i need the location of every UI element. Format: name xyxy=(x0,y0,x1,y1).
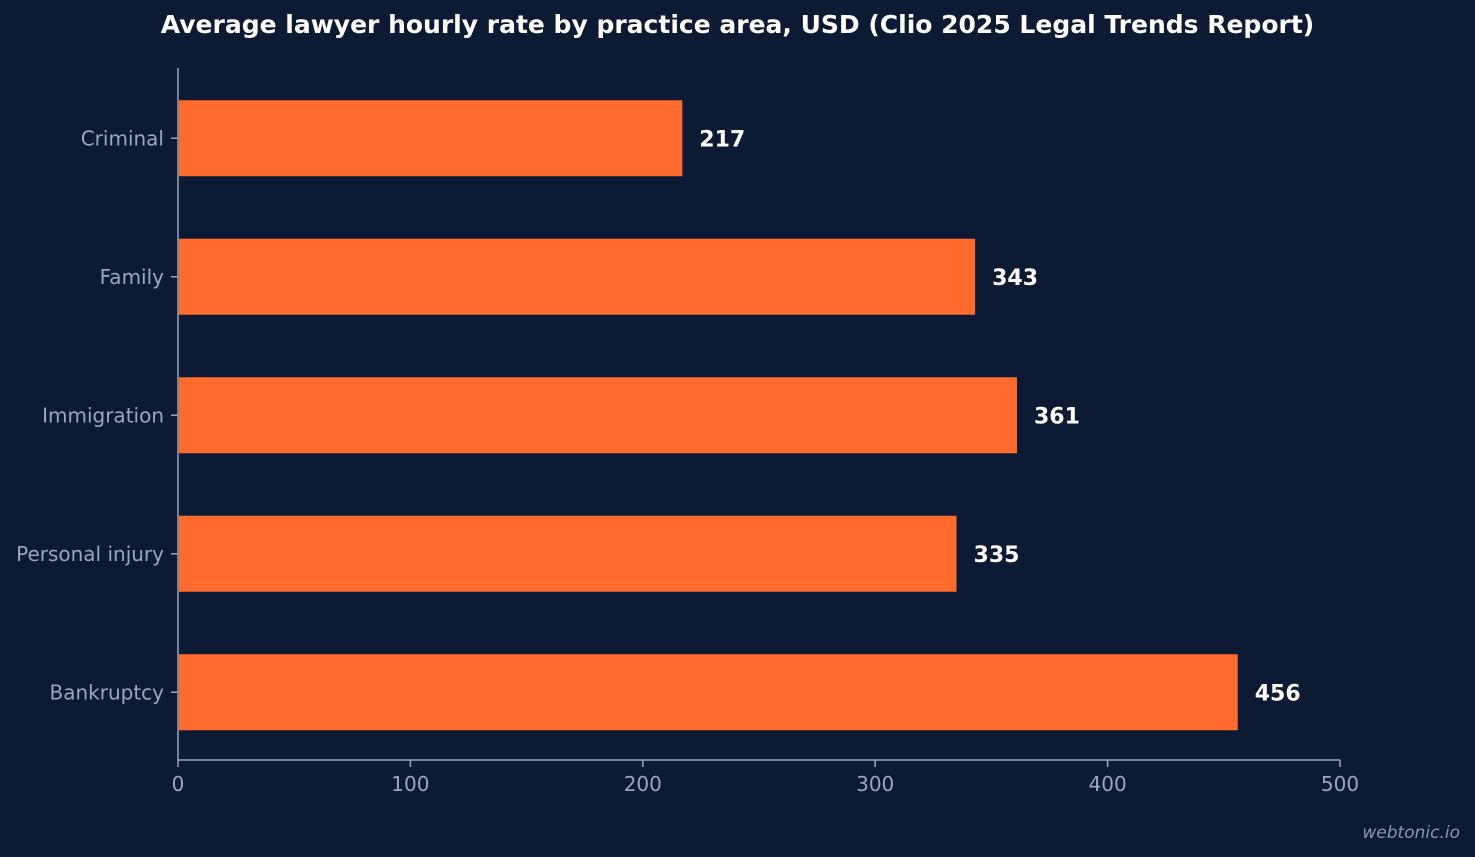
bar xyxy=(179,377,1017,454)
bar xyxy=(179,654,1238,731)
watermark: webtonic.io xyxy=(1362,823,1460,843)
bar xyxy=(179,515,957,592)
x-tick-label: 300 xyxy=(856,772,894,796)
x-tick-label: 200 xyxy=(624,772,662,796)
chart-title: Average lawyer hourly rate by practice a… xyxy=(160,10,1315,39)
bar xyxy=(179,238,976,315)
bar-value-label: 217 xyxy=(699,127,745,152)
bar xyxy=(179,100,683,177)
bar-value-label: 335 xyxy=(974,543,1020,568)
x-tick-label: 400 xyxy=(1089,772,1127,796)
category-label: Personal injury xyxy=(16,542,164,566)
bar-value-label: 343 xyxy=(992,266,1038,291)
x-tick-label: 500 xyxy=(1321,772,1359,796)
bar-value-label: 361 xyxy=(1034,404,1080,429)
category-label: Family xyxy=(100,265,165,289)
category-label: Criminal xyxy=(81,126,164,150)
x-tick-label: 0 xyxy=(172,772,185,796)
category-label: Bankruptcy xyxy=(49,680,164,704)
x-tick-label: 100 xyxy=(391,772,429,796)
bar-value-label: 456 xyxy=(1255,681,1301,706)
category-label: Immigration xyxy=(42,403,164,427)
